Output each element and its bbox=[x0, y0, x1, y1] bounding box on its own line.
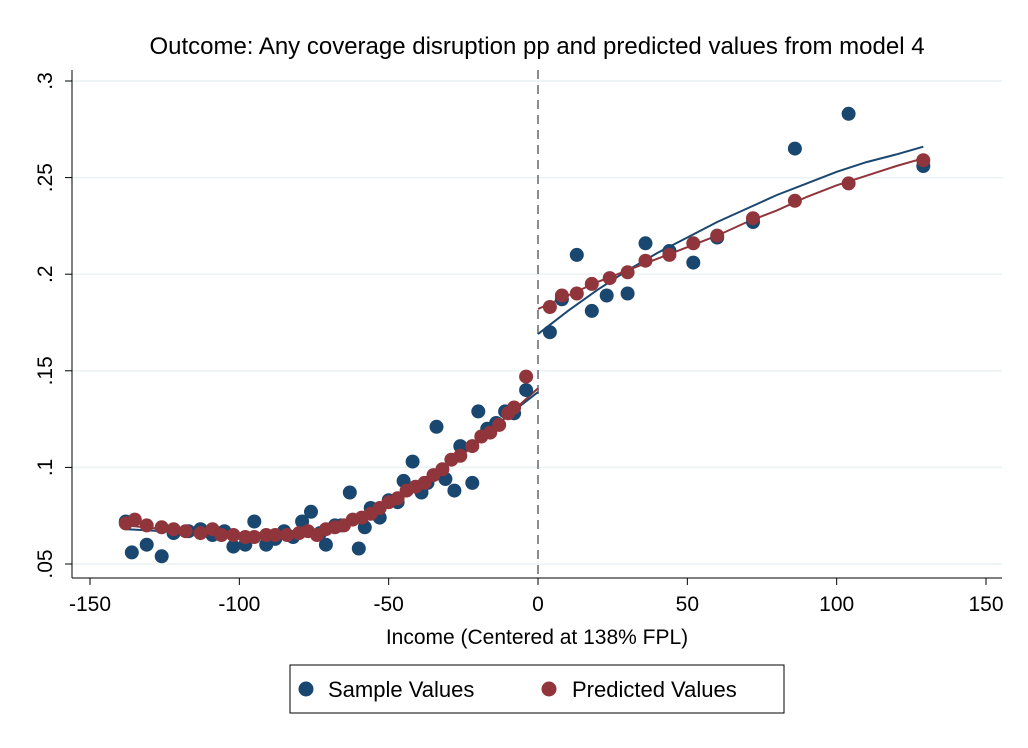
predicted-point bbox=[710, 228, 725, 243]
sample-point bbox=[304, 504, 318, 519]
legend-marker-predicted bbox=[541, 681, 557, 697]
predicted-point bbox=[178, 524, 193, 539]
predicted-point bbox=[465, 439, 480, 454]
x-tick-label: -50 bbox=[373, 593, 403, 616]
data-points bbox=[118, 106, 931, 564]
predicted-point bbox=[127, 512, 142, 527]
x-axis-title: Income (Centered at 138% FPL) bbox=[386, 626, 688, 649]
sample-point bbox=[787, 141, 802, 156]
x-tick-label: 100 bbox=[819, 593, 854, 616]
legend-box bbox=[289, 664, 785, 714]
sample-point bbox=[542, 325, 557, 340]
predicted-point bbox=[268, 528, 283, 542]
predicted-point bbox=[916, 153, 931, 168]
x-tick-label: 50 bbox=[676, 593, 699, 616]
sample-point bbox=[447, 483, 462, 498]
fit-line bbox=[537, 157, 924, 310]
predicted-point bbox=[507, 400, 522, 415]
sample-point bbox=[638, 236, 653, 251]
predicted-point bbox=[280, 528, 295, 542]
sample-point bbox=[569, 247, 584, 262]
predicted-point bbox=[214, 528, 229, 542]
sample-point bbox=[429, 419, 444, 434]
sample-point bbox=[124, 545, 139, 560]
predicted-point bbox=[602, 271, 617, 286]
x-tick-label: -100 bbox=[218, 593, 260, 616]
predicted-point bbox=[492, 417, 507, 432]
y-tick-label: .05 bbox=[34, 549, 57, 578]
y-tick-label: .2 bbox=[34, 265, 57, 283]
predicted-point bbox=[166, 522, 181, 537]
predicted-point bbox=[453, 448, 468, 463]
axes: .05 .1 .15 .2 .25 .3 -150 -100 -50 0 50 100 150 bbox=[34, 70, 1004, 616]
fit-line bbox=[537, 145, 924, 335]
y-tick-label: .1 bbox=[34, 459, 57, 477]
predicted-point bbox=[686, 236, 701, 251]
predicted-point bbox=[787, 193, 802, 208]
sample-point bbox=[342, 485, 357, 500]
predicted-point bbox=[154, 520, 169, 535]
sample-point bbox=[465, 475, 480, 490]
predicted-point bbox=[620, 265, 635, 280]
predicted-point bbox=[746, 211, 760, 226]
sample-point bbox=[471, 404, 486, 419]
sample-point bbox=[841, 106, 856, 121]
legend-label-sample: Sample Values bbox=[328, 677, 474, 702]
predicted-point bbox=[435, 462, 450, 477]
x-tick-label: 150 bbox=[968, 593, 1003, 616]
predicted-point bbox=[193, 526, 208, 541]
sample-point bbox=[453, 439, 468, 454]
predicted-point bbox=[519, 369, 534, 384]
legend: Sample Values Predicted Values bbox=[289, 664, 785, 714]
sample-point bbox=[226, 539, 241, 554]
sample-point bbox=[584, 303, 599, 318]
predicted-point bbox=[662, 247, 677, 262]
sample-point bbox=[620, 286, 635, 301]
legend-marker-sample bbox=[298, 681, 314, 697]
chart-title: Outcome: Any coverage disruption pp and … bbox=[149, 33, 924, 60]
x-tick-label: -150 bbox=[69, 593, 111, 616]
legend-label-predicted: Predicted Values bbox=[572, 677, 737, 702]
sample-point bbox=[247, 514, 262, 529]
y-tick-label: .15 bbox=[34, 356, 57, 385]
y-tick-label: .3 bbox=[34, 72, 57, 90]
predicted-point bbox=[584, 276, 599, 291]
predicted-point bbox=[139, 518, 154, 533]
predicted-point bbox=[841, 176, 856, 191]
predicted-point bbox=[542, 300, 557, 314]
y-tick-label: .25 bbox=[34, 163, 57, 192]
sample-point bbox=[519, 383, 534, 398]
sample-point bbox=[405, 454, 420, 469]
predicted-point bbox=[247, 530, 262, 544]
sample-point bbox=[154, 549, 169, 564]
sample-point bbox=[139, 537, 154, 552]
sample-point bbox=[599, 288, 614, 303]
sample-point bbox=[318, 537, 333, 552]
predicted-point bbox=[554, 288, 569, 303]
predicted-point bbox=[638, 253, 653, 268]
x-tick-label: 0 bbox=[532, 593, 544, 616]
sample-point bbox=[686, 255, 701, 270]
predicted-point bbox=[226, 528, 241, 542]
sample-point bbox=[351, 541, 366, 556]
predicted-point bbox=[569, 286, 584, 301]
